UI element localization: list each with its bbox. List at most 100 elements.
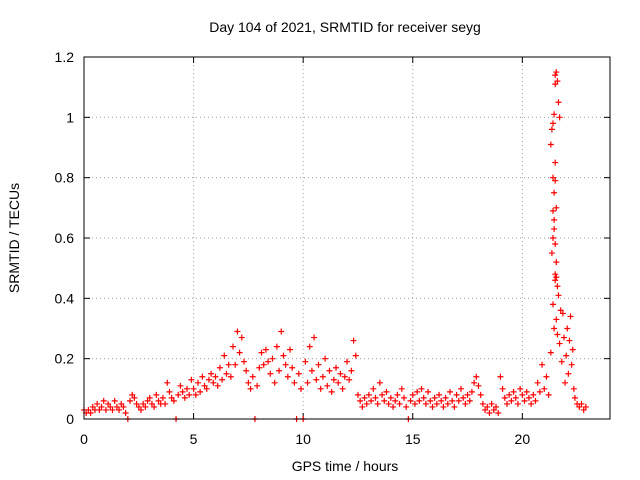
data-point (168, 394, 175, 401)
data-point (192, 391, 199, 398)
data-point (372, 394, 379, 401)
data-point (280, 352, 287, 359)
data-point (566, 337, 573, 344)
data-point (427, 397, 434, 404)
data-point (96, 406, 103, 413)
data-point (194, 379, 201, 386)
data-point (506, 391, 513, 398)
data-point (276, 367, 283, 374)
data-point (269, 355, 276, 362)
data-point (551, 111, 558, 118)
data-point (113, 403, 120, 410)
data-point (267, 370, 274, 377)
data-point (227, 373, 234, 380)
y-tick-label: 0.8 (55, 170, 75, 186)
data-point (127, 397, 134, 404)
data-point (552, 159, 559, 166)
data-point (556, 114, 563, 121)
data-point (532, 397, 539, 404)
data-point (190, 385, 197, 392)
data-point (550, 207, 557, 214)
data-point (553, 316, 560, 323)
data-point (230, 343, 237, 350)
data-point (488, 400, 495, 407)
data-point (177, 382, 184, 389)
data-point (140, 400, 147, 407)
data-point (295, 370, 302, 377)
data-point (536, 388, 543, 395)
data-point (510, 388, 517, 395)
data-point (425, 388, 432, 395)
y-tick-label: 0 (66, 411, 74, 427)
data-point (374, 400, 381, 407)
data-point (563, 352, 570, 359)
data-point (554, 331, 561, 338)
data-point (555, 99, 562, 106)
data-point (464, 391, 471, 398)
data-point (560, 334, 567, 341)
data-point (354, 391, 361, 398)
data-point (433, 400, 440, 407)
data-point (385, 400, 392, 407)
data-point (407, 397, 414, 404)
data-point (569, 346, 576, 353)
data-point (580, 406, 587, 413)
data-point (337, 370, 344, 377)
data-point (273, 343, 280, 350)
data-point (565, 370, 572, 377)
data-point (519, 391, 526, 398)
data-point (551, 325, 558, 332)
data-point (390, 403, 397, 410)
data-point (339, 385, 346, 392)
data-point (365, 391, 372, 398)
data-point (449, 397, 456, 404)
data-point (550, 120, 557, 127)
data-point (550, 174, 557, 181)
data-point (570, 385, 577, 392)
data-point (557, 307, 564, 314)
data-point (387, 394, 394, 401)
data-point (159, 394, 166, 401)
data-point (333, 364, 340, 371)
data-point (559, 310, 566, 317)
chart-title: Day 104 of 2021, SRMTID for receiver sey… (209, 19, 481, 35)
axis-ticks (83, 56, 610, 420)
data-point (551, 189, 558, 196)
x-tick-label: 0 (80, 431, 88, 447)
data-point (153, 391, 160, 398)
data-point (484, 403, 491, 410)
data-point (503, 400, 510, 407)
data-point (457, 385, 464, 392)
data-point (315, 361, 322, 368)
data-point (350, 337, 357, 344)
data-point (328, 388, 335, 395)
data-point (429, 403, 436, 410)
data-point (403, 403, 410, 410)
data-point (109, 406, 116, 413)
data-point (521, 397, 528, 404)
data-point (221, 352, 228, 359)
data-point (98, 403, 105, 410)
x-axis-label: GPS time / hours (292, 458, 399, 474)
data-point (297, 385, 304, 392)
data-point (201, 382, 208, 389)
data-point (210, 379, 217, 386)
data-point (166, 388, 173, 395)
data-point (219, 376, 226, 383)
data-point (442, 394, 449, 401)
data-point (396, 400, 403, 407)
data-point (324, 382, 331, 389)
data-point (562, 379, 569, 386)
data-point (453, 391, 460, 398)
data-point (357, 397, 364, 404)
data-point (214, 382, 221, 389)
data-point (479, 400, 486, 407)
data-point (335, 379, 342, 386)
data-point (260, 361, 267, 368)
data-point (243, 367, 250, 374)
data-point (547, 349, 554, 356)
data-point (291, 379, 298, 386)
data-point (146, 394, 153, 401)
data-point (304, 379, 311, 386)
data-point (245, 379, 252, 386)
